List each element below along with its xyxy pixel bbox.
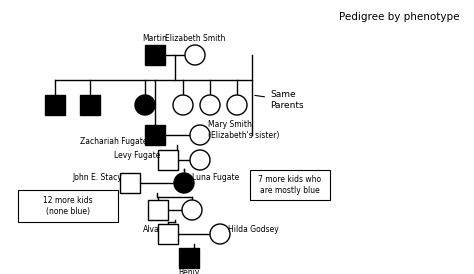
Circle shape — [185, 45, 205, 65]
Text: Mary Smith
(Elizabeth's sister): Mary Smith (Elizabeth's sister) — [208, 120, 279, 140]
Circle shape — [174, 173, 194, 193]
Text: Zachariah Fugate: Zachariah Fugate — [81, 138, 148, 147]
Circle shape — [182, 200, 202, 220]
Text: Benjy: Benjy — [178, 268, 200, 274]
Bar — [18, 190, 118, 222]
Circle shape — [227, 95, 247, 115]
Text: Levy Fugate: Levy Fugate — [114, 150, 160, 159]
Circle shape — [200, 95, 220, 115]
Circle shape — [135, 95, 155, 115]
Text: 7 more kids who
are mostly blue: 7 more kids who are mostly blue — [258, 175, 321, 195]
Bar — [45, 95, 65, 115]
Bar — [158, 224, 178, 244]
Text: John E. Stacy: John E. Stacy — [72, 173, 122, 182]
Bar — [158, 150, 178, 170]
Text: Same
Parents: Same Parents — [255, 90, 304, 110]
Circle shape — [190, 125, 210, 145]
Bar — [80, 95, 100, 115]
Bar — [250, 170, 330, 200]
Text: 12 more kids
(none blue): 12 more kids (none blue) — [43, 196, 93, 216]
Text: Hilda Godsey: Hilda Godsey — [228, 224, 279, 233]
Bar — [145, 45, 165, 65]
Bar — [148, 200, 168, 220]
Circle shape — [173, 95, 193, 115]
Text: Alva: Alva — [143, 224, 160, 233]
Bar — [120, 173, 140, 193]
Text: Luna Fugate: Luna Fugate — [192, 173, 239, 182]
Circle shape — [210, 224, 230, 244]
Bar — [145, 125, 165, 145]
Text: Elizabeth Smith: Elizabeth Smith — [165, 34, 225, 43]
Bar — [179, 248, 199, 268]
Text: Martin: Martin — [143, 34, 167, 43]
Circle shape — [190, 150, 210, 170]
Text: Pedigree by phenotype: Pedigree by phenotype — [339, 12, 460, 22]
